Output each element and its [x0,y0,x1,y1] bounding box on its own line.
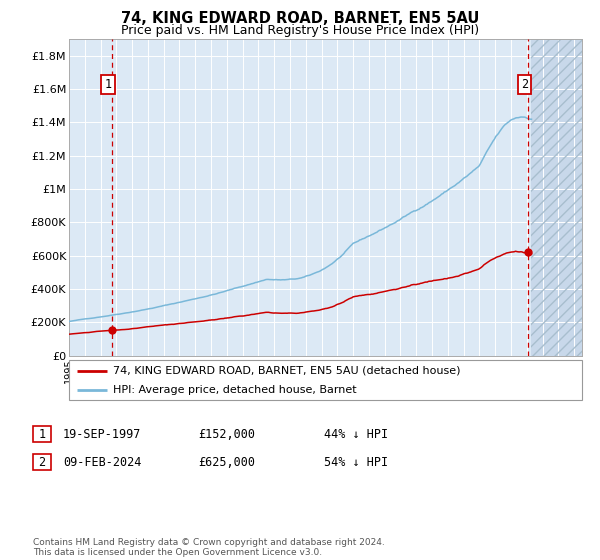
Text: Price paid vs. HM Land Registry's House Price Index (HPI): Price paid vs. HM Land Registry's House … [121,24,479,36]
Text: £625,000: £625,000 [198,455,255,469]
Text: 1: 1 [104,78,112,91]
Bar [532,39,582,356]
Text: 54% ↓ HPI: 54% ↓ HPI [324,455,388,469]
Text: 2: 2 [521,78,528,91]
Text: 19-SEP-1997: 19-SEP-1997 [63,427,142,441]
FancyBboxPatch shape [69,360,582,400]
Text: Contains HM Land Registry data © Crown copyright and database right 2024.
This d: Contains HM Land Registry data © Crown c… [33,538,385,557]
Bar [532,39,582,356]
Text: HPI: Average price, detached house, Barnet: HPI: Average price, detached house, Barn… [113,385,356,394]
Text: 44% ↓ HPI: 44% ↓ HPI [324,427,388,441]
Text: 74, KING EDWARD ROAD, BARNET, EN5 5AU: 74, KING EDWARD ROAD, BARNET, EN5 5AU [121,11,479,26]
Text: 1: 1 [38,427,46,441]
Text: 09-FEB-2024: 09-FEB-2024 [63,455,142,469]
Text: 2: 2 [38,455,46,469]
Text: 74, KING EDWARD ROAD, BARNET, EN5 5AU (detached house): 74, KING EDWARD ROAD, BARNET, EN5 5AU (d… [113,366,460,376]
Text: £152,000: £152,000 [198,427,255,441]
